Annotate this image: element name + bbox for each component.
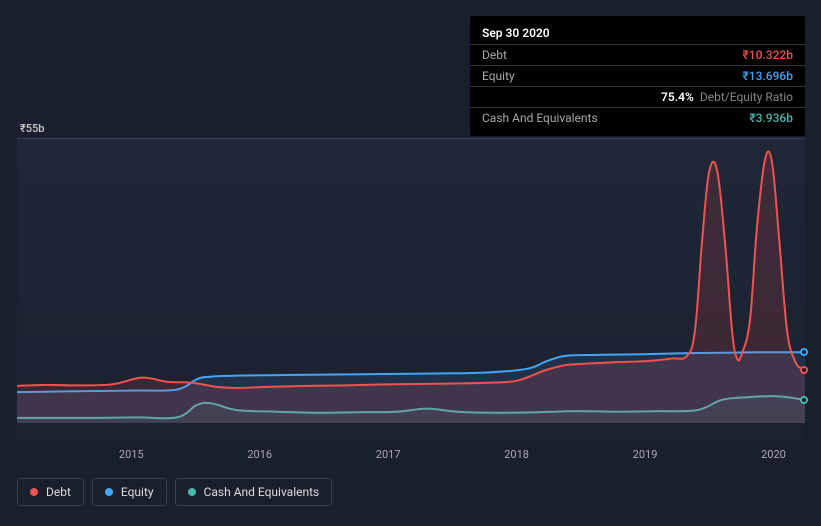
legend-dot-icon — [30, 488, 38, 496]
tooltip-row-value: ₹10.322b — [743, 48, 793, 62]
tooltip-row-label: Debt — [482, 48, 507, 62]
chart-svg — [17, 139, 805, 440]
chart-plot-area[interactable] — [17, 138, 805, 440]
x-axis-tick: 2015 — [119, 448, 144, 461]
tooltip-date: Sep 30 2020 — [470, 24, 805, 44]
x-axis-tick: 2019 — [633, 448, 658, 461]
legend-item-debt[interactable]: Debt — [17, 478, 84, 506]
tooltip-row: Equity ₹13.696b — [470, 65, 805, 86]
tooltip-ratio-label: Debt/Equity Ratio — [700, 90, 793, 104]
legend-label: Cash And Equivalents — [204, 485, 320, 499]
tooltip-row: Debt ₹10.322b — [470, 44, 805, 65]
series-end-dot-cash — [800, 396, 808, 404]
tooltip-cash-value: ₹3.936b — [749, 111, 793, 125]
series-end-dot-debt — [800, 366, 808, 374]
chart-legend: Debt Equity Cash And Equivalents — [17, 478, 332, 506]
legend-label: Equity — [121, 485, 154, 499]
legend-item-cash[interactable]: Cash And Equivalents — [175, 478, 333, 506]
tooltip-row-value: ₹13.696b — [743, 69, 793, 83]
tooltip-cash-label: Cash And Equivalents — [482, 111, 598, 125]
x-axis-tick: 2016 — [247, 448, 272, 461]
legend-dot-icon — [188, 488, 196, 496]
tooltip-cash-row: Cash And Equivalents ₹3.936b — [470, 107, 805, 128]
legend-dot-icon — [105, 488, 113, 496]
tooltip-ratio-row: 75.4% Debt/Equity Ratio — [470, 86, 805, 107]
tooltip-ratio-value: 75.4% — [661, 90, 694, 104]
legend-label: Debt — [46, 485, 71, 499]
legend-item-equity[interactable]: Equity — [92, 478, 167, 506]
x-axis-tick: 2020 — [761, 448, 786, 461]
chart-tooltip: Sep 30 2020 Debt ₹10.322b Equity ₹13.696b 7… — [470, 16, 805, 136]
x-axis-tick: 2018 — [504, 448, 529, 461]
tooltip-row-label: Equity — [482, 69, 515, 83]
x-axis-tick: 2017 — [376, 448, 401, 461]
y-axis-max: ₹55b — [20, 122, 44, 135]
series-end-dot-equity — [800, 348, 808, 356]
x-axis: 2015 2016 2017 2018 2019 2020 — [17, 448, 805, 468]
